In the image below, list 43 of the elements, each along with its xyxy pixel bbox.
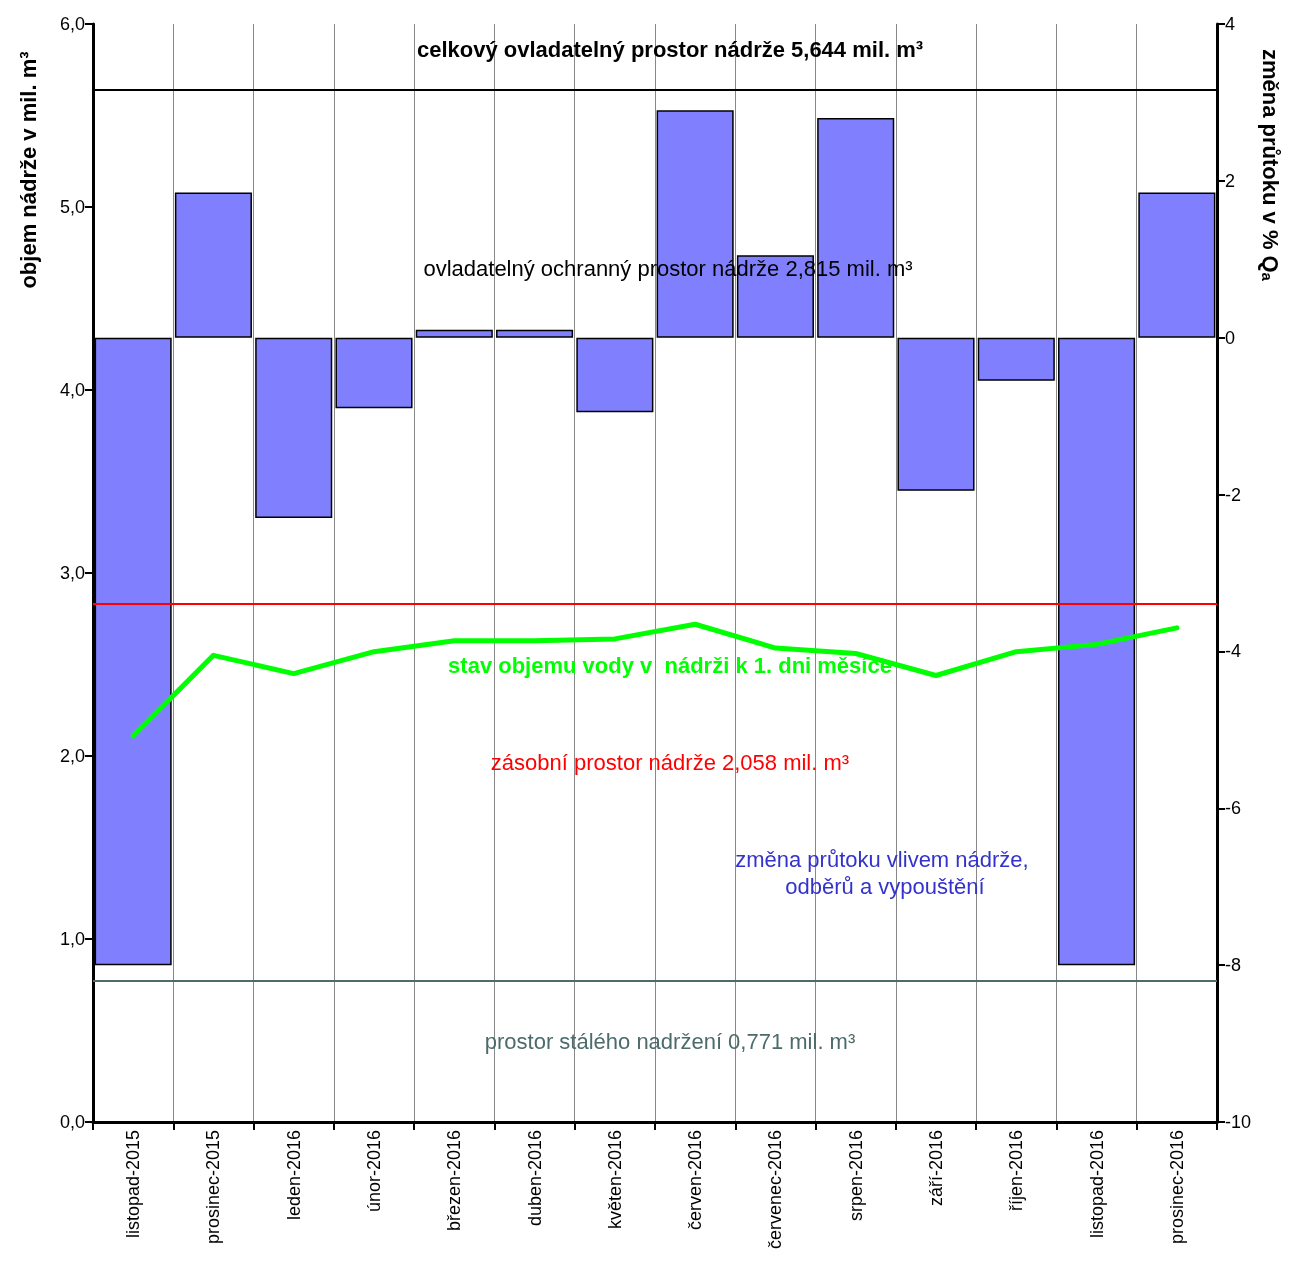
y-tick-label: 5,0	[59, 197, 85, 217]
y2-tick-label: -4	[1225, 641, 1242, 662]
x-tick-label: říjen-2016	[1006, 1130, 1027, 1212]
x-tick-label: prosinec-2015	[203, 1130, 224, 1245]
x-tick-label: červenec-2016	[765, 1130, 786, 1250]
y2-tick-label: -10	[1225, 1112, 1252, 1132]
bar	[255, 337, 333, 519]
y2-tick-label: -8	[1225, 955, 1242, 976]
x-tick-label: listopad-2016	[1086, 1130, 1107, 1239]
ref-line-label: celkový ovladatelný prostor nádrže 5,644 mil. m³	[416, 36, 924, 62]
bar	[496, 329, 574, 338]
bar	[1058, 337, 1136, 966]
series-label: stav objemu vody v nádrži k 1. dni měsíce	[448, 652, 892, 678]
x-tick-label: březen-2016	[444, 1130, 465, 1232]
y2-tick-label: 4	[1225, 14, 1236, 34]
bar	[415, 329, 493, 338]
x-tick-label: září-2016	[926, 1130, 946, 1207]
y-tick-label: 4,0	[59, 380, 85, 400]
x-tick-label: duben-2016	[524, 1130, 545, 1227]
x-tick-label: prosinec-2016	[1166, 1130, 1187, 1245]
y-tick-label: 6,0	[59, 14, 85, 34]
y2-tick-label: -2	[1225, 484, 1242, 505]
x-tick-label: listopad-2015	[123, 1130, 144, 1239]
y-axis-title: objem nádrže v mil. m³	[15, 51, 41, 289]
y2-tick-label: 2	[1225, 170, 1236, 191]
x-tick-label: srpen-2016	[845, 1130, 866, 1222]
bar	[897, 337, 975, 491]
y-tick-label: 0,0	[59, 1112, 85, 1132]
x-tick-label: květen-2016	[604, 1130, 625, 1230]
y-tick-label: 3,0	[59, 563, 85, 583]
bar	[335, 337, 413, 409]
y-tick-label: 2,0	[59, 746, 85, 766]
x-tick-label: leden-2016	[283, 1130, 304, 1221]
bar	[576, 337, 654, 413]
x-tick-label: únor-2016	[364, 1130, 384, 1213]
y-tick-label: 1,0	[59, 929, 85, 949]
y2-tick-label: -6	[1225, 798, 1242, 819]
bar	[174, 192, 252, 338]
bar	[977, 337, 1055, 381]
y2-axis-title: změna průtoku v % Qₐ	[1257, 48, 1283, 282]
y2-tick-label: 0	[1225, 327, 1236, 348]
x-tick-label: červen-2016	[685, 1130, 706, 1231]
ref-line-label: zásobní prostor nádrže 2,058 mil. m³	[490, 749, 850, 775]
